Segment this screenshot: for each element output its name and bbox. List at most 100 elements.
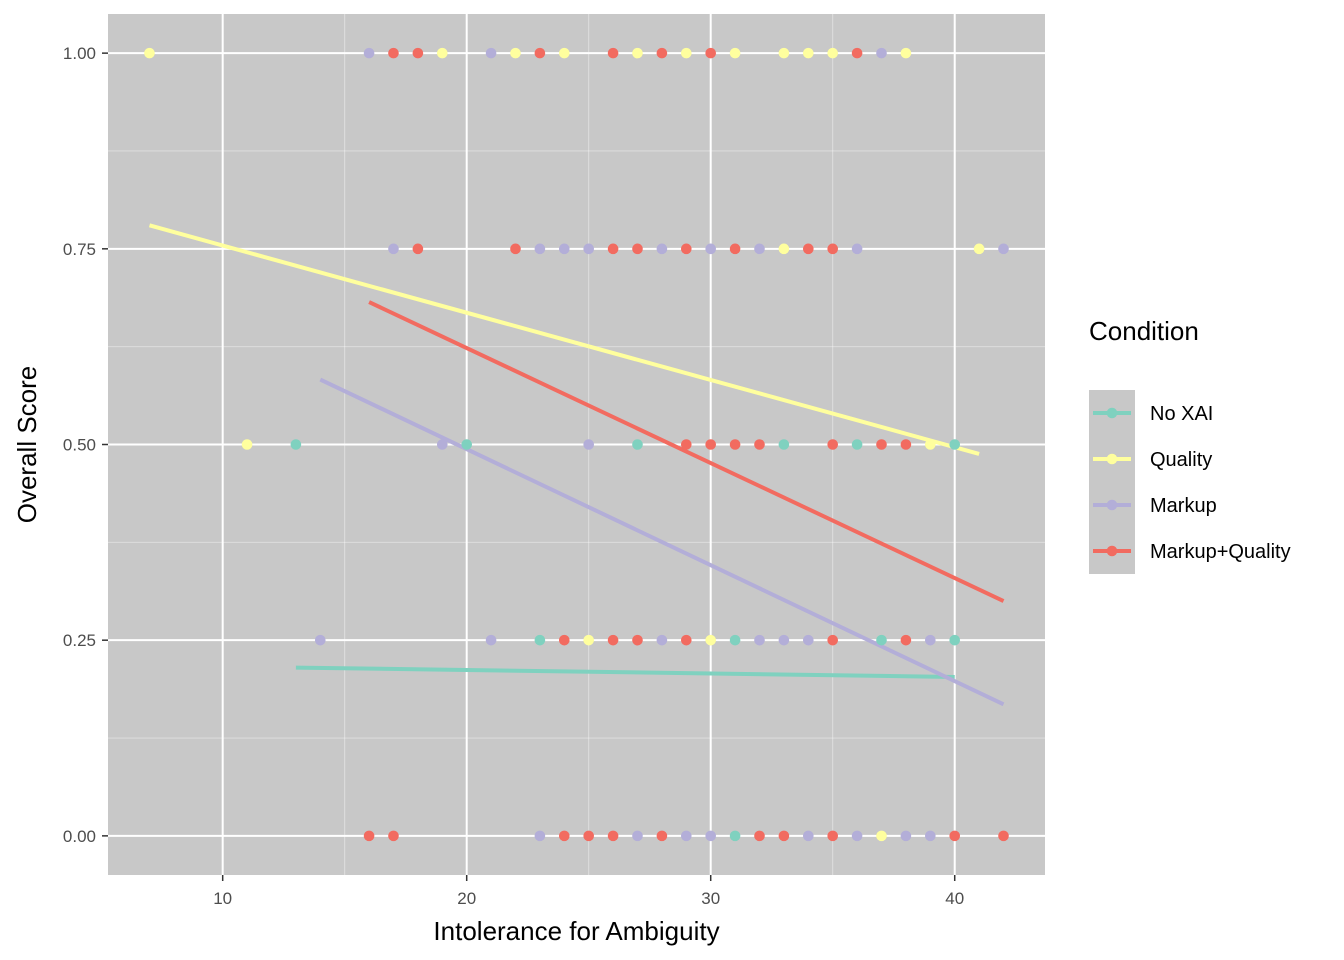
data-point	[558, 243, 570, 255]
data-point	[998, 830, 1009, 842]
data-point	[973, 243, 985, 255]
data-point	[388, 47, 399, 59]
data-point	[412, 47, 424, 59]
data-point	[436, 439, 448, 450]
data-point	[607, 830, 619, 842]
data-point	[754, 243, 765, 255]
data-point	[827, 439, 839, 450]
data-point	[778, 439, 790, 450]
x-tick-label: 30	[701, 889, 720, 908]
trend-line	[295, 665, 955, 679]
data-point	[558, 47, 570, 59]
trend-line	[319, 377, 1005, 707]
y-tick-label: 0.50	[63, 436, 96, 455]
data-point	[388, 243, 399, 255]
data-point	[949, 634, 961, 646]
data-point	[607, 243, 619, 255]
data-point	[558, 634, 570, 646]
data-point	[949, 830, 961, 842]
y-tick-label: 0.75	[63, 240, 96, 259]
data-point	[851, 830, 863, 842]
legend-title: Condition	[1089, 316, 1199, 346]
data-point	[412, 243, 424, 255]
legend: Condition No XAI Quality Markup Markup+Qual…	[1089, 316, 1291, 574]
data-point	[558, 830, 570, 842]
data-point	[632, 830, 643, 842]
data-point	[705, 634, 717, 646]
data-point	[656, 634, 668, 646]
y-tick-label: 1.00	[63, 44, 96, 63]
data-point	[803, 47, 814, 59]
data-point	[144, 47, 155, 59]
data-point	[729, 243, 741, 255]
data-point	[925, 830, 936, 842]
data-point	[778, 243, 790, 255]
legend-label: Markup+Quality	[1150, 541, 1291, 563]
data-point	[778, 47, 790, 59]
data-point	[485, 47, 497, 59]
y-axis-title: Overall Score	[12, 366, 42, 524]
data-point	[827, 47, 839, 59]
data-point	[900, 830, 912, 842]
data-point	[632, 243, 643, 255]
data-point	[827, 243, 839, 255]
x-tick-label: 20	[457, 889, 476, 908]
data-point	[803, 243, 814, 255]
legend-label: Markup	[1150, 495, 1217, 517]
trend-line	[148, 223, 980, 456]
x-tick-label: 40	[945, 889, 964, 908]
data-point	[778, 830, 790, 842]
legend-key-background	[1089, 390, 1135, 574]
data-point	[949, 439, 961, 450]
data-point	[290, 439, 302, 450]
y-axis-ticks: 0.00 0.25 0.50 0.75 1.00	[63, 44, 108, 846]
data-point	[681, 439, 692, 450]
data-point	[534, 634, 546, 646]
x-axis-ticks: 10 20 30 40	[213, 875, 964, 908]
data-point	[705, 439, 717, 450]
data-point	[851, 439, 863, 450]
data-point	[510, 243, 521, 255]
data-point	[681, 634, 692, 646]
data-point	[583, 830, 595, 842]
data-point	[314, 634, 326, 646]
data-point	[827, 634, 839, 646]
y-tick-label: 0.00	[63, 827, 96, 846]
data-point	[681, 47, 692, 59]
data-point	[656, 243, 668, 255]
x-axis-title: Intolerance for Ambiguity	[433, 916, 719, 946]
data-point	[632, 439, 643, 450]
data-point	[363, 830, 375, 842]
data-point	[925, 634, 936, 646]
data-point	[729, 830, 741, 842]
legend-label: Quality	[1150, 449, 1212, 471]
data-point	[705, 47, 717, 59]
data-point	[729, 439, 741, 450]
data-point	[998, 243, 1009, 255]
data-point	[632, 47, 643, 59]
data-point	[778, 634, 790, 646]
data-point	[363, 47, 375, 59]
trend-lines	[148, 223, 1005, 707]
data-point	[583, 439, 595, 450]
y-tick-label: 0.25	[63, 631, 96, 650]
data-point	[705, 243, 717, 255]
data-point	[900, 634, 912, 646]
legend-entry: Quality	[1093, 449, 1212, 471]
data-point	[876, 439, 887, 450]
data-point	[681, 830, 692, 842]
data-point	[388, 830, 399, 842]
legend-entry: Markup	[1093, 495, 1217, 517]
data-point	[754, 634, 765, 646]
data-point	[534, 243, 546, 255]
data-point	[656, 47, 668, 59]
data-point	[241, 439, 253, 450]
data-point	[534, 830, 546, 842]
legend-key-point	[1106, 453, 1118, 465]
data-point	[803, 830, 814, 842]
legend-entries: No XAI Quality Markup Markup+Quality	[1093, 403, 1291, 563]
data-point	[607, 634, 619, 646]
data-point	[803, 634, 814, 646]
legend-entry: Markup+Quality	[1093, 541, 1291, 563]
data-point	[876, 634, 887, 646]
